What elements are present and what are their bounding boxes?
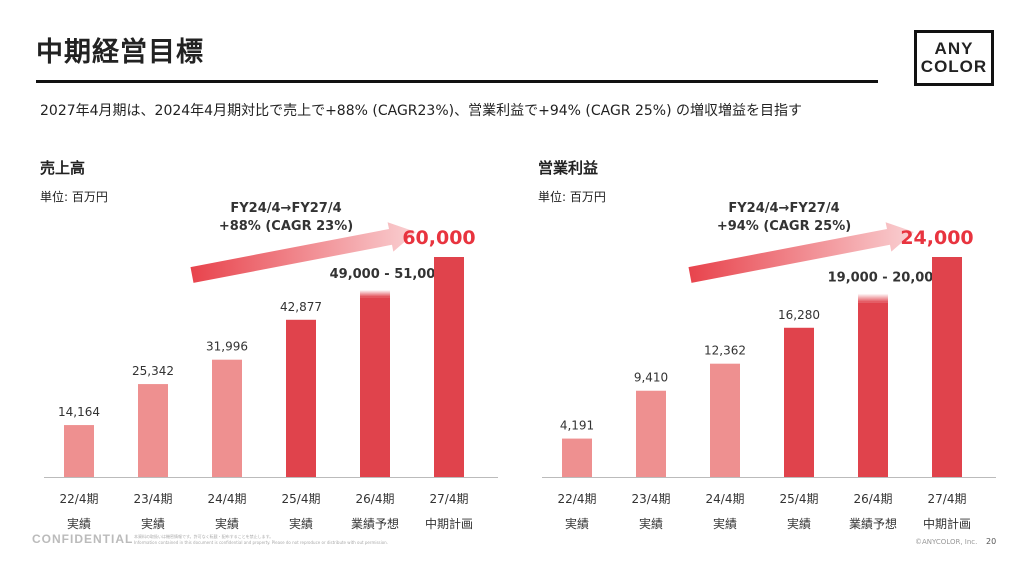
category-sublabel: 実績 [215, 516, 239, 531]
bar [138, 384, 168, 477]
category-label: 23/4期 [632, 492, 671, 506]
value-label: 42,877 [280, 300, 322, 314]
bar [932, 257, 962, 477]
category-sublabel: 中期計画 [425, 516, 473, 531]
category-label: 24/4期 [208, 492, 247, 506]
profit-chart-title: 営業利益 [538, 159, 599, 177]
category-sublabel: 業績予想 [351, 516, 399, 531]
category-label: 22/4期 [558, 492, 597, 506]
value-label: 14,164 [58, 405, 100, 419]
bar [710, 363, 740, 477]
category-label: 26/4期 [854, 492, 893, 506]
value-label: 25,342 [132, 364, 174, 378]
footer-note-en: Information contained in this document i… [134, 540, 388, 545]
category-label: 25/4期 [282, 492, 321, 506]
category-sublabel: 実績 [289, 516, 313, 531]
growth-label-rate: +88% (CAGR 23%) [219, 219, 353, 234]
operating-profit-bar-chart: FY24/4→FY27/4 +94% (CAGR 25%) 4,191 22/4期実績… [542, 201, 996, 531]
value-label: 24,000 [900, 227, 973, 249]
confidential-label: CONFIDENTIAL [32, 532, 134, 546]
copyright: ©ANYCOLOR, Inc. [915, 538, 978, 546]
logo-line-1: ANY [934, 39, 974, 58]
category-label: 27/4期 [928, 492, 967, 506]
bar [858, 302, 888, 477]
bar [286, 319, 316, 477]
sales-chart-title: 売上高 [40, 159, 86, 177]
value-label: 60,000 [402, 227, 475, 249]
growth-arrow [190, 222, 416, 283]
value-label: 9,410 [634, 371, 668, 385]
growth-label-period: FY24/4→FY27/4 [230, 201, 341, 216]
bar [562, 438, 592, 477]
growth-label-rate: +94% (CAGR 25%) [717, 219, 851, 234]
value-label: 4,191 [560, 419, 594, 433]
value-label: 31,996 [206, 340, 248, 354]
growth-arrow [688, 222, 914, 283]
footer-note-jp: 本資料の取扱いは機密情報です。許可なく転載・配布することを禁止します。 [134, 534, 274, 539]
bar [784, 327, 814, 477]
sales-chart-unit: 単位: 百万円 [40, 190, 108, 204]
value-label: 19,000 - 20,000 [828, 271, 943, 286]
bar [434, 257, 464, 477]
bar-range [858, 293, 888, 303]
bar [212, 359, 242, 477]
category-sublabel: 実績 [639, 516, 663, 531]
category-sublabel: 中期計画 [923, 516, 971, 531]
bar [360, 297, 390, 477]
value-label: 16,280 [778, 308, 820, 322]
category-sublabel: 業績予想 [849, 516, 897, 531]
sales-bar-chart: FY24/4→FY27/4 +88% (CAGR 23%) 14,164 22/4期実… [44, 201, 498, 531]
profit-chart-unit: 単位: 百万円 [538, 190, 606, 204]
logo-line-2: COLOR [920, 57, 988, 76]
category-label: 25/4期 [780, 492, 819, 506]
page-subtitle: 2027年4月期は、2024年4月期対比で売上で+88% (CAGR23%)、営… [40, 103, 803, 119]
category-label: 27/4期 [430, 492, 469, 506]
value-label: 12,362 [704, 344, 746, 358]
category-label: 24/4期 [706, 492, 745, 506]
category-label: 26/4期 [356, 492, 395, 506]
category-sublabel: 実績 [787, 516, 811, 531]
growth-label-period: FY24/4→FY27/4 [728, 201, 839, 216]
category-label: 23/4期 [134, 492, 173, 506]
bar [64, 425, 94, 477]
category-sublabel: 実績 [565, 516, 589, 531]
page-number: 20 [986, 537, 997, 546]
title-rule [36, 80, 878, 83]
category-sublabel: 実績 [713, 516, 737, 531]
anycolor-logo: ANY COLOR [914, 30, 994, 86]
category-label: 22/4期 [60, 492, 99, 506]
category-sublabel: 実績 [67, 516, 91, 531]
page-title: 中期経営目標 [36, 37, 204, 68]
category-sublabel: 実績 [141, 516, 165, 531]
bar-range [360, 290, 390, 298]
value-label: 49,000 - 51,000 [330, 267, 445, 282]
bar [636, 390, 666, 477]
